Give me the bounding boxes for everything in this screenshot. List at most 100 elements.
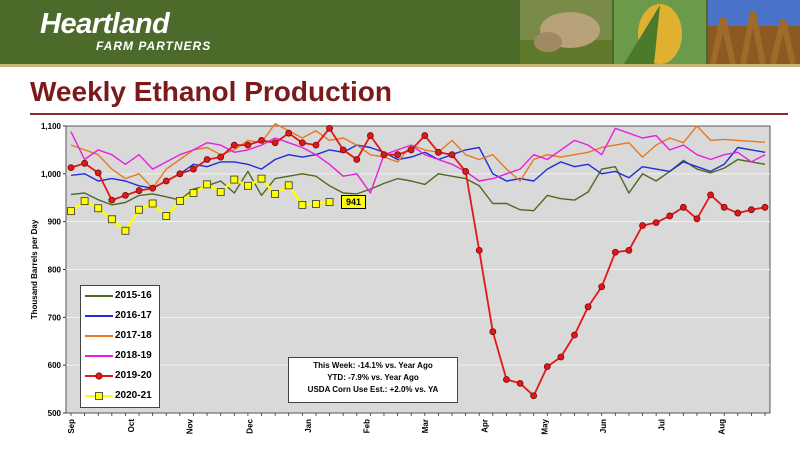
x-tick-label: Sep: [67, 419, 76, 434]
legend-swatch-icon: [85, 372, 113, 380]
data-point: [203, 156, 211, 163]
data-point: [122, 191, 129, 199]
data-point: [135, 205, 143, 214]
data-point: [543, 363, 551, 371]
data-point: [312, 141, 320, 149]
series-line-2015-16: [70, 158, 766, 212]
data-point: [611, 248, 619, 256]
x-tick-label: Mar: [421, 419, 430, 433]
data-point: [284, 181, 293, 190]
data-point: [94, 204, 103, 213]
data-point: [421, 132, 429, 139]
x-tick-label: May: [541, 418, 550, 434]
series-line-2019-20: [70, 127, 766, 397]
note-usda-corn: USDA Corn Use Est.: +2.0% vs. YA: [307, 385, 439, 394]
page-title: Weekly Ethanol Production: [30, 76, 392, 107]
data-point: [190, 165, 197, 173]
legend-label: 2015-16: [115, 290, 152, 301]
legend-label: 2020-21: [115, 390, 152, 401]
x-tick-label: Aug: [717, 419, 726, 435]
data-point: [339, 146, 347, 154]
data-point: [258, 136, 265, 144]
x-tick-label: Jun: [599, 419, 608, 433]
data-point: [353, 156, 361, 163]
data-point: [571, 331, 578, 339]
data-point: [244, 141, 252, 149]
data-point: [271, 139, 279, 147]
data-point: [380, 151, 388, 159]
data-point: [652, 219, 660, 227]
data-point: [257, 174, 266, 183]
data-point: [298, 201, 307, 209]
data-point: [584, 303, 592, 311]
data-point: [80, 197, 89, 205]
data-point: [394, 151, 401, 159]
data-point: [734, 209, 742, 217]
legend-item: 2016-17: [81, 306, 159, 326]
data-point: [707, 191, 714, 199]
series-line-2017-18: [70, 122, 766, 189]
legend-item: 2018-19: [81, 346, 159, 366]
data-point: [94, 169, 102, 177]
y-axis-label: Thousand Barrels per Day: [30, 219, 39, 319]
data-point: [298, 139, 306, 147]
y-tick-label: 500: [48, 409, 62, 418]
legend-item: 2019-20: [81, 366, 159, 386]
y-tick-label: 1,100: [41, 122, 62, 131]
wheat-field-photo: [708, 0, 800, 64]
data-point: [217, 153, 225, 161]
data-point: [189, 189, 198, 197]
data-point: [516, 379, 524, 387]
logo-subtitle: FARM PARTNERS: [96, 39, 212, 53]
data-point: [475, 246, 483, 254]
legend-label: 2016-17: [115, 310, 152, 321]
data-point: [530, 392, 538, 400]
x-tick-label: Nov: [185, 418, 194, 434]
data-point: [557, 353, 565, 361]
x-tick-label: Jul: [658, 419, 667, 431]
latest-value-callout: 941: [341, 195, 366, 209]
data-point: [285, 129, 293, 137]
legend-swatch-icon: [85, 315, 113, 317]
data-point: [107, 215, 116, 224]
note-ytd: YTD: -7.9% vs. Year Ago: [327, 373, 419, 382]
x-tick-label: Dec: [245, 418, 254, 433]
data-point: [625, 246, 633, 254]
data-point: [462, 168, 470, 175]
data-point: [720, 203, 728, 211]
data-point: [244, 181, 252, 190]
data-point: [271, 190, 280, 198]
x-tick-label: Apr: [481, 419, 490, 433]
legend-label: 2019-20: [115, 370, 152, 381]
header-banner: Heartland FARM PARTNERS: [0, 0, 800, 66]
corn-photo: [614, 0, 706, 64]
x-tick-label: Oct: [127, 419, 136, 433]
data-point: [162, 177, 170, 185]
data-point: [203, 180, 211, 189]
series-line-2016-17: [70, 144, 766, 189]
logo-title: Heartland: [40, 8, 170, 40]
chart-legend: 2015-16 2016-17 2017-18 2018-19 2019-20 …: [80, 285, 160, 408]
x-tick-label: Jan: [304, 419, 313, 433]
legend-swatch-icon: [85, 392, 113, 400]
data-point: [149, 184, 157, 192]
legend-item: 2017-18: [81, 326, 159, 346]
data-point: [326, 124, 333, 132]
data-point: [598, 283, 606, 291]
banner-stripe: [0, 64, 800, 67]
data-point: [325, 198, 334, 206]
data-point: [666, 212, 674, 220]
data-point: [108, 196, 116, 204]
data-point: [230, 141, 238, 149]
legend-item: 2020-21: [81, 386, 159, 406]
data-point: [679, 203, 687, 211]
data-point: [448, 151, 456, 159]
title-underline: [30, 113, 788, 115]
data-point: [216, 188, 225, 196]
data-point: [761, 203, 769, 211]
data-point: [693, 215, 701, 223]
legend-swatch-icon: [85, 335, 113, 337]
data-point: [366, 132, 374, 139]
data-point: [230, 175, 239, 184]
data-point: [176, 170, 184, 178]
